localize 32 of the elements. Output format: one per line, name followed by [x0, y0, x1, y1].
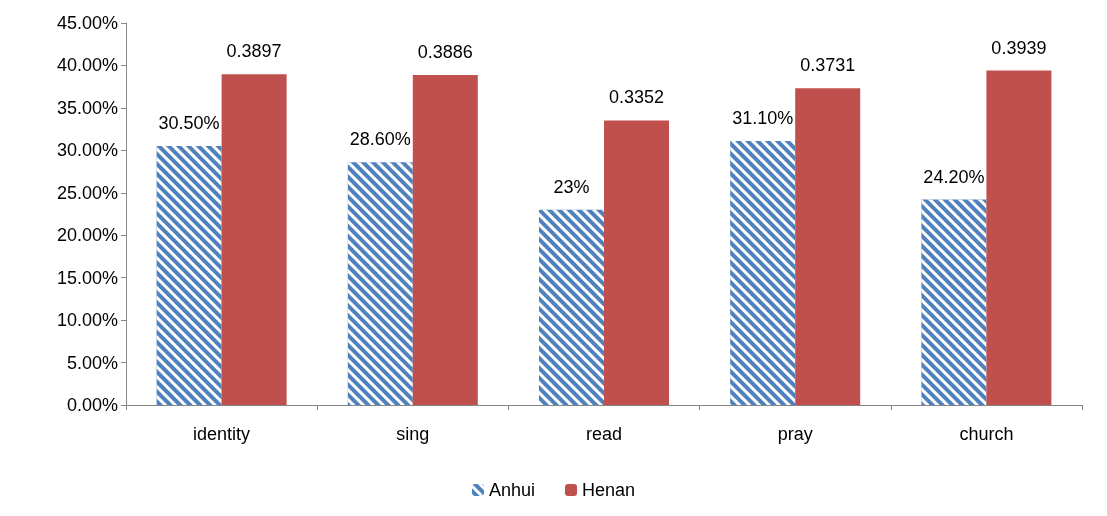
y-tick-label: 35.00% [56, 97, 118, 118]
y-tick-label: 40.00% [56, 55, 118, 76]
x-tick-label: identity [193, 424, 251, 444]
x-tick-label: church [959, 424, 1014, 444]
data-label: 0.3886 [417, 42, 473, 63]
x-tick-label: read [585, 424, 623, 444]
data-label: 0.3731 [800, 55, 856, 76]
data-label: 31.10% [732, 108, 794, 128]
y-tick-label: 20.00% [56, 225, 118, 246]
bar [795, 88, 861, 405]
x-tick-label: sing [396, 424, 430, 444]
bar [412, 75, 478, 405]
data-label: 0.3897 [226, 41, 282, 62]
data-label: 0.3352 [608, 87, 665, 108]
data-label: 24.20% [923, 166, 985, 187]
y-tick-label: 45.00% [56, 13, 118, 33]
bar [221, 74, 287, 405]
bar [604, 120, 670, 405]
bar [986, 70, 1052, 405]
y-tick-label: 15.00% [56, 267, 118, 288]
y-tick-label: 10.00% [56, 310, 118, 331]
legend-label: Henan [582, 480, 636, 500]
y-tick-label: 25.00% [56, 182, 118, 203]
x-tick-label: pray [777, 424, 813, 444]
data-label: 28.60% [349, 129, 411, 150]
data-label: 0.3939 [991, 37, 1047, 58]
y-tick-label: 30.00% [56, 140, 118, 161]
y-tick-label: 5.00% [66, 352, 118, 373]
legend-label: Anhui [488, 480, 536, 500]
y-tick-label: 0.00% [66, 395, 118, 415]
data-label: 23% [553, 176, 590, 197]
data-label: 30.50% [158, 113, 220, 134]
